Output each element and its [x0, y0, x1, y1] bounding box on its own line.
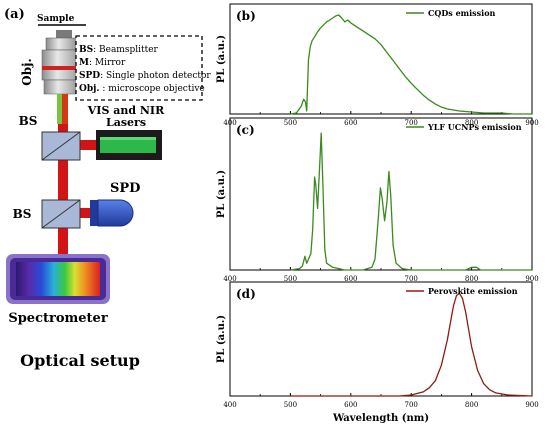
setup-legend-box: [75, 35, 203, 101]
panel-label: (d): [236, 287, 256, 301]
beamsplitter-top: [41, 131, 81, 161]
legend-label: Perovskite emission: [428, 286, 518, 296]
spectrometer: [6, 254, 110, 304]
spectra-charts: 400 500 600 700 800 900 (b) CQDs emission PL (a.…: [216, 3, 539, 424]
bs-label-bottom: BS: [13, 207, 32, 221]
y-axis-label: PL (a.u.): [216, 315, 227, 363]
x-axis-label: Wavelength (nm): [332, 413, 429, 424]
x-tick-label: 700: [405, 275, 418, 283]
lasers-label-line2: Lasers: [106, 116, 146, 129]
sample-label: Sample: [37, 14, 75, 24]
chart-panel-3: 400 500 600 700 800 900 (d) Perovskite emission…: [216, 281, 539, 424]
x-tick-label: 500: [284, 119, 297, 127]
lasers-label-line1: VIS and NIR: [87, 104, 165, 117]
beam-to-spd: [80, 208, 94, 218]
series-line: [290, 14, 532, 115]
x-tick-label: 500: [284, 275, 297, 283]
x-tick-label: 400: [223, 401, 236, 409]
x-tick-label: 800: [465, 119, 478, 127]
spd-label: SPD: [110, 181, 140, 196]
y-axis-label: PL (a.u.): [216, 170, 227, 218]
setup-legend-item-bs: BS: Beamsplitter: [79, 45, 159, 55]
panel-label: (b): [236, 9, 256, 23]
optical-setup: (a) Sample Obj. BS: Beamsplitter M: Mirr…: [4, 7, 211, 370]
x-tick-label: 500: [284, 401, 297, 409]
beam-vertical-green: [57, 94, 64, 124]
x-tick-label: 600: [344, 401, 357, 409]
series-line: [290, 292, 533, 397]
x-tick-label: 700: [405, 119, 418, 127]
laser-source: [96, 130, 162, 160]
beam-vertical-red: [62, 94, 68, 124]
panel-label: (c): [236, 123, 255, 137]
setup-legend-item-obj: Obj. : microscope objective: [79, 84, 205, 94]
x-tick-label: 900: [525, 275, 538, 283]
beam-to-laser: [80, 140, 98, 150]
y-axis-label: PL (a.u.): [216, 35, 227, 83]
x-tick-label: 700: [405, 401, 418, 409]
spd-detector: [90, 199, 134, 227]
setup-legend-item-m: M: Mirror: [79, 58, 126, 68]
x-tick-label: 900: [525, 401, 538, 409]
x-tick-label: 800: [465, 275, 478, 283]
series-line: [290, 132, 532, 271]
setup-legend-item-spd: SPD: Single photon detector: [79, 71, 211, 81]
x-tick-label: 600: [344, 119, 357, 127]
x-tick-label: 400: [223, 275, 236, 283]
legend-label: YLF UCNPs emission: [427, 122, 522, 132]
x-tick-label: 600: [344, 275, 357, 283]
setup-caption: Optical setup: [20, 351, 140, 370]
chart-panel-2: 400 500 600 700 800 900 (c) YLF UCNPs emission P…: [216, 117, 539, 283]
panel-label-a: (a): [4, 7, 25, 22]
chart-frame: [229, 3, 533, 115]
obj-label: Obj.: [20, 58, 34, 85]
chart-frame: [229, 281, 533, 397]
bs-label-top: BS: [19, 114, 38, 128]
legend-label: CQDs emission: [428, 8, 496, 18]
beamsplitter-bottom: [41, 199, 81, 229]
spectrometer-label: Spectrometer: [8, 311, 107, 326]
beam-vertical: [58, 124, 68, 260]
x-tick-label: 800: [465, 401, 478, 409]
